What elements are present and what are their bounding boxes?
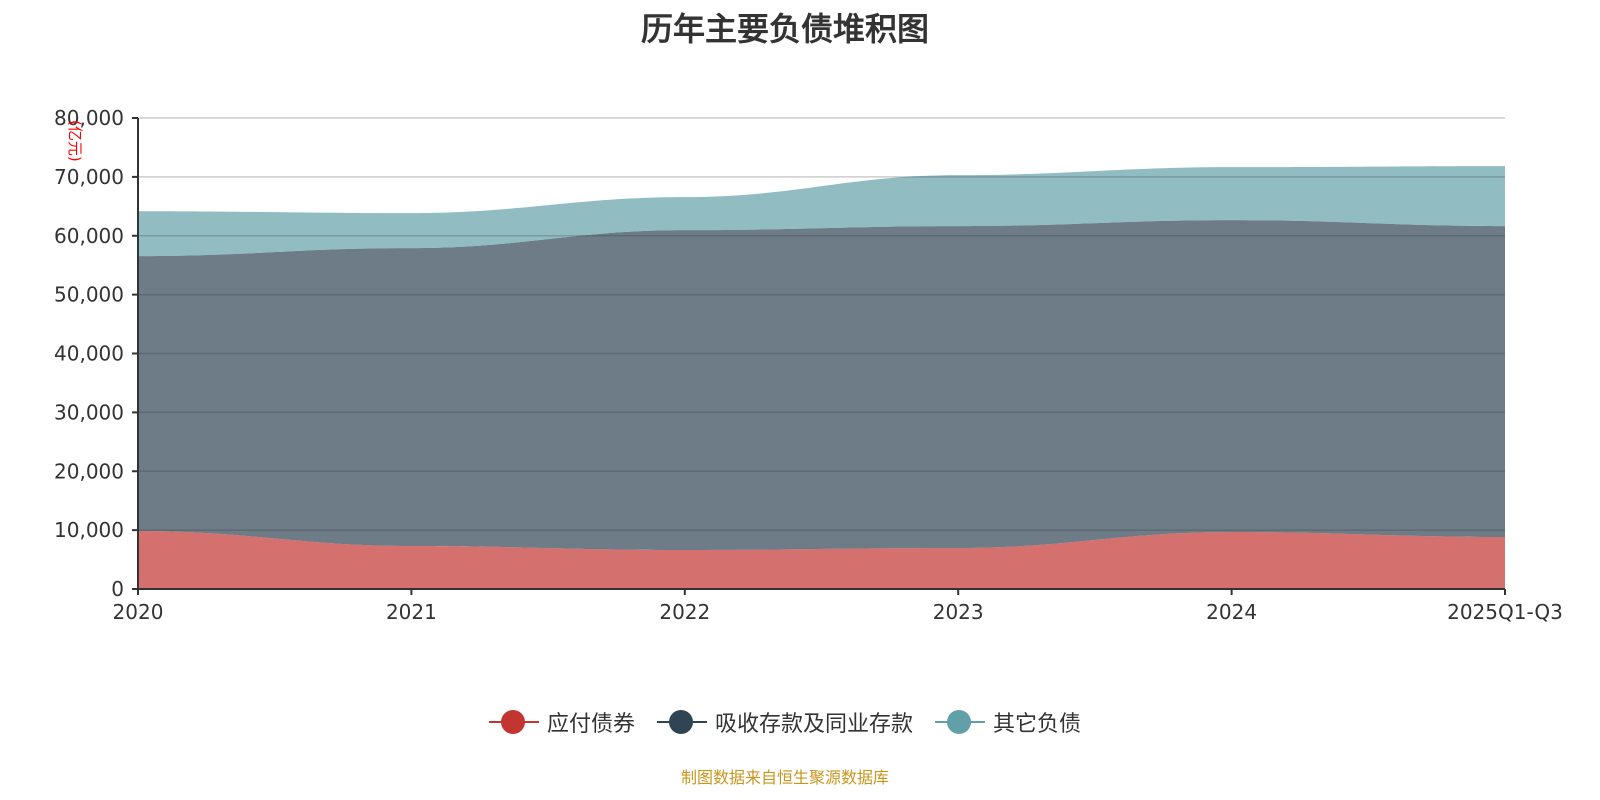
legend-label: 其它负债 bbox=[993, 712, 1082, 737]
legend-item[interactable]: 应付债券 bbox=[488, 706, 635, 738]
y-tick-label: 30,000 bbox=[54, 400, 124, 424]
y-tick-label: 10,000 bbox=[54, 518, 124, 542]
y-tick-label: 60,000 bbox=[54, 224, 124, 248]
x-tick-label: 2023 bbox=[933, 600, 984, 624]
x-tick-label: 2022 bbox=[659, 600, 710, 624]
y-axis-unit: (亿元) bbox=[66, 120, 84, 162]
y-tick-label: 40,000 bbox=[54, 342, 124, 366]
legend-item[interactable]: 吸收存款及同业存款 bbox=[656, 706, 913, 738]
legend-swatch-icon bbox=[488, 709, 539, 735]
legend-label: 吸收存款及同业存款 bbox=[714, 712, 913, 737]
area-3 bbox=[138, 166, 1505, 257]
y-tick-label: 50,000 bbox=[54, 283, 124, 307]
chart-title: 历年主要负债堆积图 bbox=[640, 10, 929, 48]
x-tick-label: 2020 bbox=[113, 600, 164, 624]
source-note: 制图数据来自恒生聚源数据库 bbox=[680, 768, 889, 787]
y-tick-label: 80,000 bbox=[54, 106, 124, 130]
y-tick-label: 70,000 bbox=[54, 165, 124, 189]
area-2 bbox=[138, 220, 1505, 551]
area-1 bbox=[138, 531, 1505, 589]
y-tick-label: 0 bbox=[111, 577, 124, 601]
x-tick-label: 2025Q1-Q3 bbox=[1447, 600, 1563, 624]
x-tick-label: 2021 bbox=[386, 600, 437, 624]
legend: 应付债券 吸收存款及同业存款 其它负债 bbox=[0, 706, 1570, 738]
y-tick-label: 20,000 bbox=[54, 459, 124, 483]
legend-item[interactable]: 其它负债 bbox=[935, 706, 1081, 738]
legend-swatch-icon bbox=[656, 709, 707, 735]
legend-label: 应付债券 bbox=[546, 712, 635, 737]
x-tick-label: 2024 bbox=[1206, 600, 1257, 624]
legend-swatch-icon bbox=[935, 709, 985, 735]
